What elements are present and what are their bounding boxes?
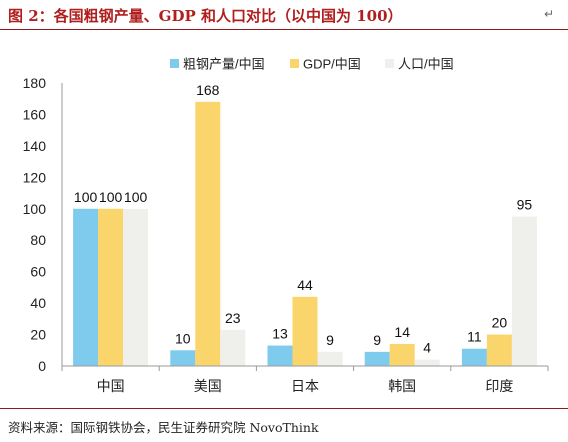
bar bbox=[98, 208, 124, 366]
bar bbox=[195, 101, 221, 366]
bar-value-label: 100 bbox=[74, 189, 98, 205]
bar-value-label: 100 bbox=[124, 189, 148, 205]
y-tick-label: 160 bbox=[23, 106, 47, 122]
chart: 粗钢产量/中国 GDP/中国 人口/中国 0 20 40 60 80 100 120 140 160… bbox=[23, 57, 549, 394]
y-tick-label: 20 bbox=[30, 327, 46, 343]
bar bbox=[389, 343, 415, 366]
chart-title: 图 2：各国粗钢产量、GDP 和人口对比（以中国为 100） bbox=[8, 7, 403, 25]
source-note: 资料来源：国际钢铁协会，民生证券研究院 NovoThink bbox=[8, 420, 319, 435]
bar bbox=[220, 329, 246, 366]
bar bbox=[267, 345, 293, 366]
legend-label: 人口/中国 bbox=[398, 57, 454, 72]
bar-value-label: 20 bbox=[492, 315, 508, 331]
y-tick-label: 120 bbox=[23, 169, 47, 185]
bar-value-label: 95 bbox=[517, 197, 533, 213]
bar bbox=[123, 208, 149, 366]
bar-value-label: 44 bbox=[297, 277, 313, 293]
x-tick-label: 印度 bbox=[485, 378, 513, 394]
legend-swatch bbox=[170, 59, 179, 68]
bar bbox=[292, 296, 318, 366]
bar bbox=[461, 348, 487, 366]
y-tick-label: 80 bbox=[30, 232, 46, 248]
legend-label: GDP/中国 bbox=[303, 57, 361, 72]
y-tick-label: 0 bbox=[38, 358, 46, 374]
bar-value-label: 10 bbox=[175, 330, 191, 346]
y-tick-label: 100 bbox=[23, 201, 47, 217]
legend: 粗钢产量/中国 GDP/中国 人口/中国 bbox=[170, 57, 454, 72]
x-tick-label: 日本 bbox=[291, 378, 319, 394]
x-tick-label: 美国 bbox=[194, 378, 222, 394]
bar-value-label: 9 bbox=[373, 332, 381, 348]
y-tick-label: 60 bbox=[30, 264, 46, 280]
x-tick-label: 中国 bbox=[97, 378, 125, 394]
bar-value-label: 23 bbox=[225, 310, 241, 326]
bar bbox=[511, 216, 537, 366]
y-tick-label: 40 bbox=[30, 295, 46, 311]
bar bbox=[73, 208, 99, 366]
bar-value-label: 13 bbox=[272, 326, 288, 342]
paragraph-mark-icon: ↵ bbox=[543, 7, 554, 21]
bar-value-label: 168 bbox=[196, 82, 220, 98]
bar-value-label: 4 bbox=[423, 340, 431, 356]
legend-swatch bbox=[385, 59, 394, 68]
y-tick-label: 140 bbox=[23, 138, 47, 154]
bar-value-label: 9 bbox=[326, 332, 334, 348]
y-axis: 0 20 40 60 80 100 120 140 160 180 bbox=[23, 75, 63, 374]
bar bbox=[317, 351, 343, 366]
bar bbox=[364, 351, 390, 366]
bar-value-label: 11 bbox=[467, 329, 482, 345]
x-tick-label: 韩国 bbox=[388, 378, 416, 394]
legend-label: 粗钢产量/中国 bbox=[183, 57, 265, 72]
bar-value-label: 100 bbox=[99, 189, 123, 205]
bar bbox=[414, 359, 440, 366]
x-axis: 中国 美国 日本 韩国 印度 bbox=[61, 365, 549, 394]
source-bar: 资料来源：国际钢铁协会，民生证券研究院 NovoThink bbox=[0, 408, 568, 442]
bar bbox=[486, 334, 512, 366]
legend-swatch bbox=[290, 59, 299, 68]
bar bbox=[170, 350, 196, 366]
bar-value-label: 14 bbox=[394, 324, 410, 340]
title-bar: 图 2：各国粗钢产量、GDP 和人口对比（以中国为 100） ↵ bbox=[0, 0, 568, 30]
y-tick-label: 180 bbox=[23, 75, 47, 91]
